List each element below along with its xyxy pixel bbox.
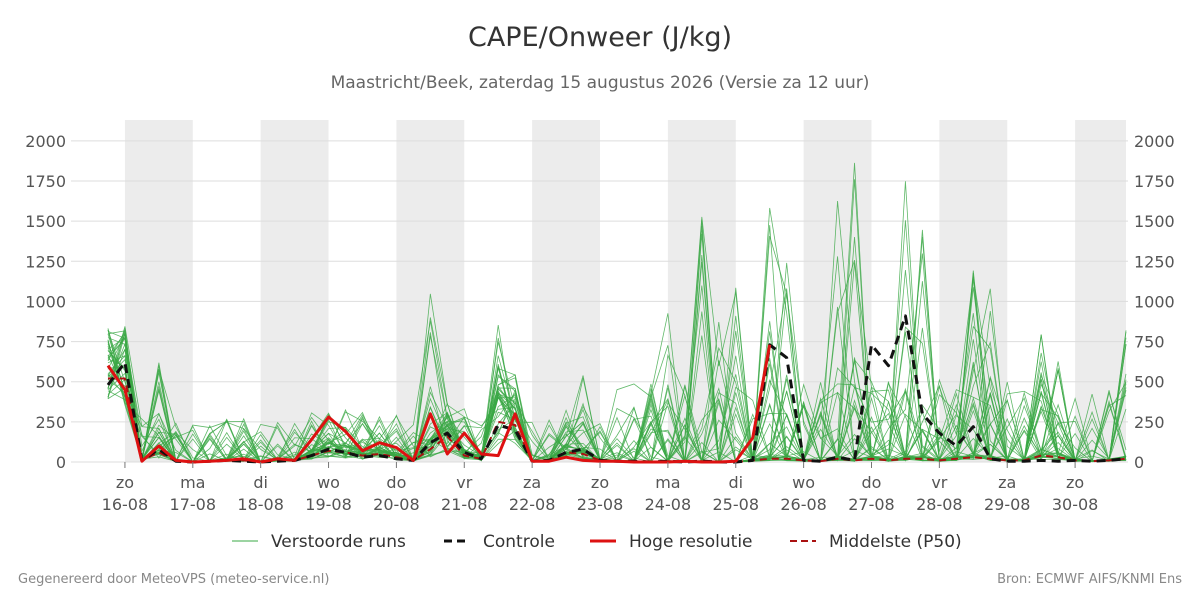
legend: Verstoorde runs Controle Hoge resolutie Mid… [232,532,962,552]
main-series [106,314,1127,464]
x-tick-date: 27-08 [848,495,895,514]
x-tick-weekday: za [998,473,1016,492]
x-tick-weekday: do [862,473,882,492]
y-tick-label-right: 750 [1134,333,1165,352]
x-tick-date: 18-08 [237,495,284,514]
y-tick-label-left: 250 [35,413,66,432]
x-tick-date: 26-08 [780,495,827,514]
y-tick-label-right: 1000 [1134,292,1175,311]
cape-chart: 0 250 500 750 1000 1250 1500 1750 2000 0 250 500 75… [25,120,1175,552]
x-tick-weekday: vr [456,473,472,492]
x-tick-date: 24-08 [645,495,692,514]
x-tick-weekday: za [523,473,541,492]
legend-label-perturbed: Verstoorde runs [271,532,406,552]
chart-title: CAPE/Onweer (J/kg) [467,22,732,53]
x-tick-date: 17-08 [170,495,217,514]
y-tick-label-right: 500 [1134,373,1165,392]
x-tick-weekday: di [253,473,268,492]
y-tick-label-left: 1500 [25,212,66,231]
x-tick-weekday: wo [317,473,340,492]
x-tick-date: 29-08 [984,495,1031,514]
x-tick-weekday: di [728,473,743,492]
x-tick-weekday: ma [180,473,205,492]
x-axis: zo 16-08 ma 17-08 di 18-08 wo 19-08 do 20-08 vr 21-… [102,462,1099,514]
y-tick-label-left: 750 [35,333,66,352]
y-tick-label-left: 500 [35,373,66,392]
y-tick-label-left: 1250 [25,252,66,271]
hires-series-line [106,344,772,464]
x-tick-weekday: zo [591,473,609,492]
x-tick-weekday: ma [655,473,680,492]
y-tick-label-right: 1750 [1134,172,1175,191]
x-tick-weekday: wo [792,473,815,492]
y-tick-label-left: 1750 [25,172,66,191]
y-tick-label-right: 250 [1134,413,1165,432]
footer-generated-by: Gegenereerd door MeteoVPS (meteo-service… [18,572,330,587]
legend-label-median: Middelste (P50) [829,532,962,552]
y-tick-label-right: 1250 [1134,252,1175,271]
x-tick-date: 16-08 [102,495,149,514]
x-tick-date: 21-08 [441,495,488,514]
y-axis-right: 0 250 500 750 1000 1250 1500 1750 2000 [1134,132,1175,472]
y-tick-label-right: 0 [1134,453,1144,472]
x-tick-weekday: zo [1066,473,1084,492]
y-tick-label-left: 0 [56,453,66,472]
x-tick-date: 23-08 [577,495,624,514]
x-tick-weekday: vr [931,473,947,492]
x-tick-date: 19-08 [305,495,352,514]
x-tick-date: 28-08 [916,495,963,514]
x-tick-date: 22-08 [509,495,556,514]
chart-subtitle: Maastricht/Beek, zaterdag 15 augustus 20… [330,73,870,93]
legend-label-hires: Hoge resolutie [629,532,753,552]
y-axis-left: 0 250 500 750 1000 1250 1500 1750 2000 [25,132,66,472]
x-tick-weekday: do [386,473,406,492]
x-tick-date: 20-08 [373,495,420,514]
footer-source: Bron: ECMWF AIFS/KNMI Ens [997,572,1182,587]
legend-label-control: Controle [483,532,555,552]
y-tick-label-right: 2000 [1134,132,1175,151]
weekend-band [260,120,329,462]
y-tick-label-left: 1000 [25,292,66,311]
weekend-band [396,120,465,462]
y-tick-label-left: 2000 [25,132,66,151]
x-tick-date: 25-08 [713,495,760,514]
x-tick-date: 30-08 [1052,495,1099,514]
x-tick-weekday: zo [116,473,134,492]
y-tick-label-right: 1500 [1134,212,1175,231]
